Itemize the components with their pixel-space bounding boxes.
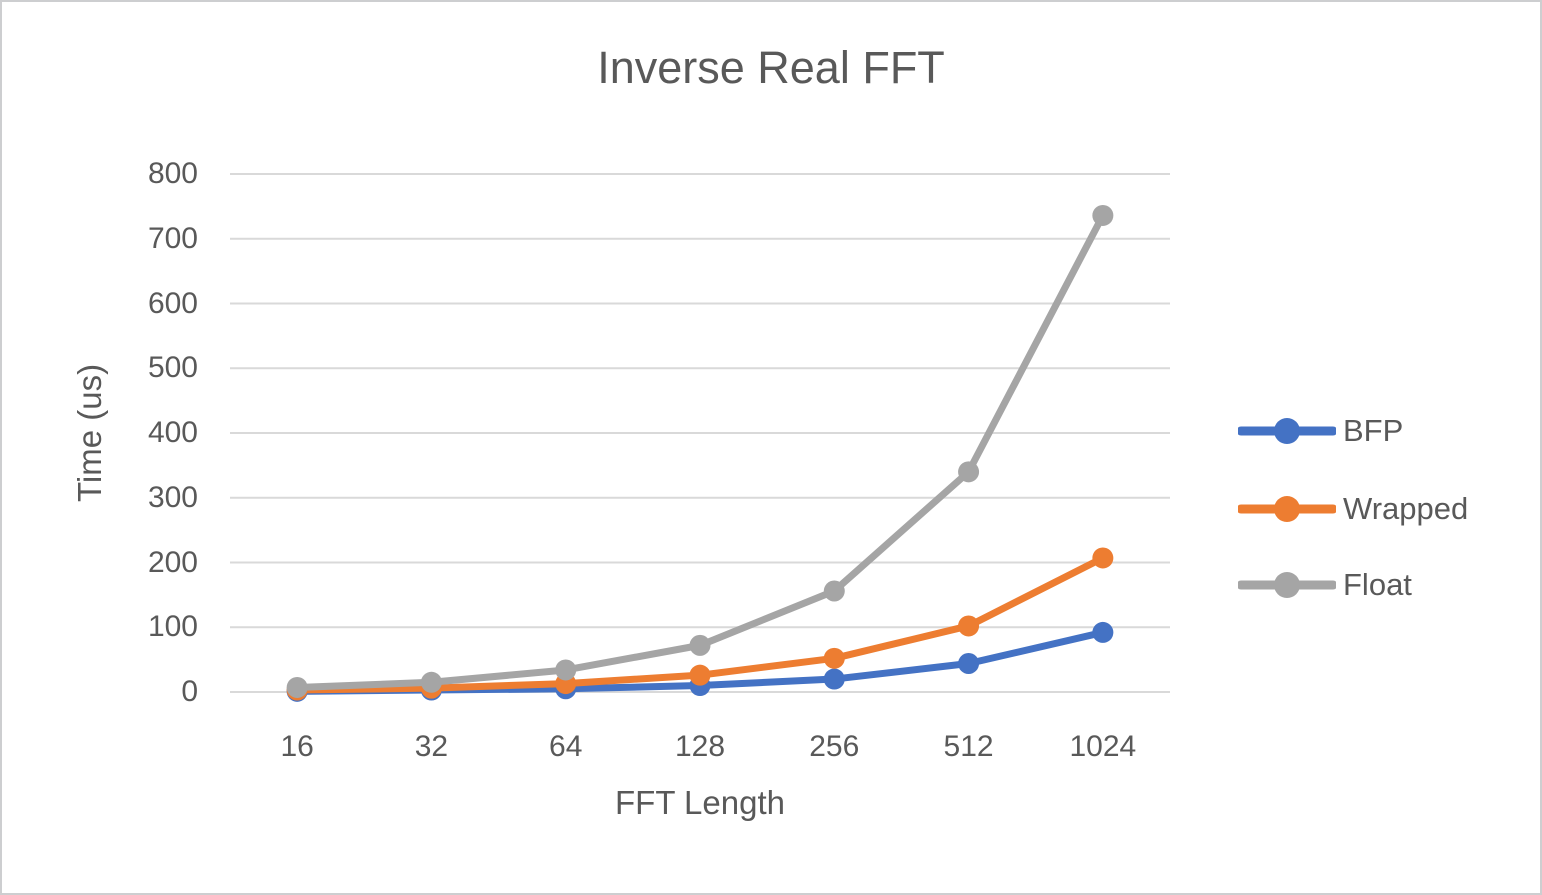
marker-float-64 [555,659,577,681]
y-tick-label: 600 [147,286,198,320]
y-tick-label: 700 [147,221,198,255]
y-tick-label: 800 [147,157,198,190]
x-tick-label: 512 [943,730,994,763]
legend-item-bfp: BFP [1238,413,1404,448]
marker-bfp-1024 [1092,621,1114,643]
marker-float-512 [958,461,980,483]
marker-bfp-256 [823,668,845,690]
x-tick-label: 32 [414,730,449,763]
y-tick-label: 300 [147,480,198,514]
marker-wrapped-1024 [1092,547,1114,569]
marker-bfp-512 [958,653,980,675]
legend-label-wrapped: Wrapped [1343,491,1469,526]
marker-wrapped-256 [823,647,845,669]
y-tick-label: 100 [147,610,198,644]
marker-float-16 [286,676,308,698]
legend-swatch-float-icon [1238,572,1336,598]
y-tick-label: 400 [147,416,198,449]
legend-label-bfp: BFP [1343,413,1404,448]
marker-wrapped-128 [689,664,711,686]
legend-label-float: Float [1343,567,1412,602]
x-tick-label: 16 [280,730,314,763]
x-tick-label: 64 [549,730,583,763]
legend-swatch-bfp-icon [1238,418,1336,444]
marker-float-256 [823,580,845,602]
x-tick-label: 256 [809,730,860,763]
legend-swatch-wrapped-icon [1238,496,1336,522]
y-tick-label: 0 [181,675,198,708]
chart-title: Inverse Real FFT [597,42,945,93]
x-axis-title: FFT Length [615,784,785,821]
marker-wrapped-512 [958,615,980,637]
y-tick-label: 500 [147,351,198,385]
marker-float-128 [689,634,711,656]
marker-float-1024 [1092,204,1114,226]
legend-item-wrapped: Wrapped [1238,491,1469,526]
legend-item-float: Float [1238,567,1412,602]
y-tick-label: 200 [147,545,198,579]
marker-float-32 [420,671,442,693]
x-tick-label: 1024 [1069,730,1137,763]
x-tick-label: 128 [674,730,726,763]
